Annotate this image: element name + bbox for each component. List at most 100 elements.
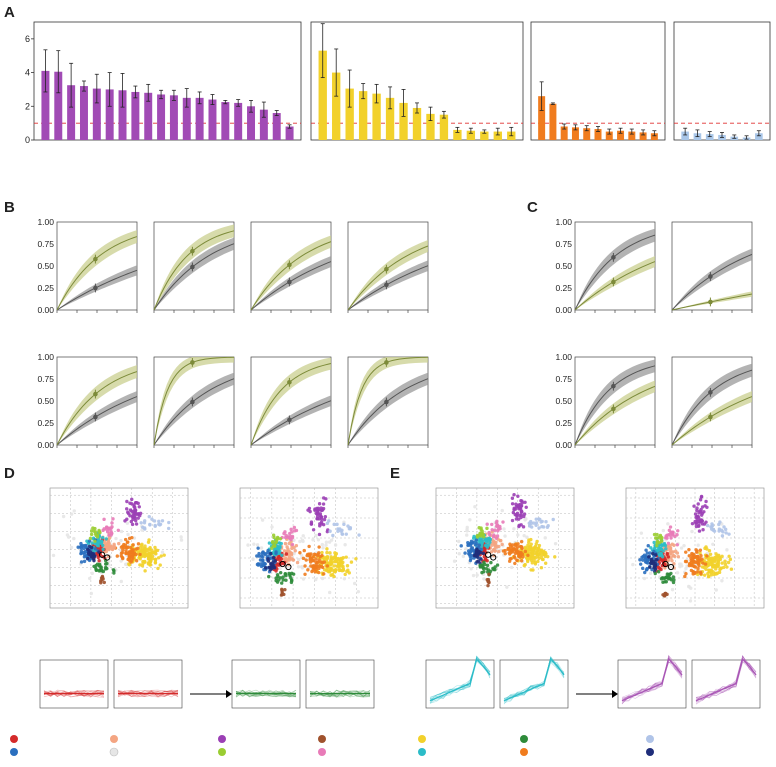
pca-protein-point [472,540,476,544]
pca-protein-point [266,548,270,553]
pca-protein-point [334,568,338,572]
pca-protein-point [307,506,312,511]
pca-protein-point [716,554,720,558]
pca-protein-point [311,558,316,563]
pca-protein-point [468,518,472,522]
pca-protein-point [695,508,699,513]
pca-protein-point [507,547,511,551]
pca-protein-point [644,568,649,572]
pca-protein-point [698,548,703,552]
pca-protein-point [295,560,300,565]
a-bar [272,113,281,140]
pca-protein-point [270,562,275,566]
pca-protein-point [669,556,673,560]
pca-protein-point [490,528,494,532]
pca-protein-point [156,566,160,571]
pca-protein-point [158,522,163,526]
pca-protein-point [320,576,325,581]
pca-protein-point [125,540,130,544]
kinetic-data-point-carf [93,256,98,262]
pca-protein-point [283,541,288,546]
pca-protein-point [476,559,481,563]
pca-protein-point [658,533,663,538]
pca-protein-point [539,548,544,552]
pca-protein-point [257,551,261,556]
pca-protein-point [134,518,138,523]
pca-protein-point [710,523,715,528]
pca-protein-point [284,578,288,582]
pca-protein-point [679,562,683,566]
pca-protein-point [345,564,350,568]
pca-protein-point [647,555,651,559]
pca-protein-point [661,528,666,533]
pca-protein-point [543,561,548,565]
pca-protein-point [112,545,116,550]
a-bar [493,131,502,140]
kinetic-data-point-normal [708,274,713,279]
pca-protein-point [457,551,461,556]
pca-protein-point [486,583,490,588]
pca-protein-point [290,542,295,547]
pca-highlighted-protein [485,551,492,558]
pca-protein-point [655,532,659,537]
pca-protein-point [666,541,671,546]
pca-protein-point [124,549,128,553]
kinetic-ci-band-carf [348,357,428,445]
pca-protein-point [478,540,483,544]
pca-protein-point [666,522,670,526]
a-bar [67,85,76,140]
profile-trace [429,655,491,698]
a-bar [234,102,243,140]
pca-protein-point [98,562,102,567]
pca-protein-point [698,520,702,524]
pca-protein-point [720,534,725,538]
a-bar [92,88,101,140]
pca-protein-point [322,568,327,572]
pca-protein-point [474,541,479,546]
pca-protein-point [644,548,648,552]
pca-protein-point [479,551,483,555]
pca-protein-point [690,521,695,526]
pca-protein-point [263,552,268,557]
pca-protein-point [315,517,320,521]
diff-loc-arrow-head [612,690,618,698]
pca-protein-point [475,535,480,539]
pca-protein-point [131,543,135,547]
pca-protein-point [512,527,516,531]
pca-protein-point [61,514,66,519]
kinetic-data-point-carf [190,248,195,254]
pca-protein-point [327,561,331,565]
pca-protein-point [296,565,301,569]
kinetic-y-tick-label: 1.00 [555,217,572,227]
pca-protein-point [703,562,708,566]
pca-protein-point [271,544,275,548]
pca-protein-point [670,558,674,563]
pca-protein-point [682,543,686,548]
pca-protein-point [341,564,345,569]
pca-protein-point [695,560,699,564]
pca-protein-point [720,561,724,565]
pca-protein-point [671,575,676,579]
pca-protein-point [543,536,547,540]
pca-protein-point [532,558,536,563]
pca-protein-point [129,545,133,550]
kinetic-data-point-carf [93,391,98,397]
pca-protein-point [140,542,144,547]
pca-protein-point [278,576,283,580]
pca-protein-point [690,529,694,534]
pca-protein-point [687,554,691,558]
kinetic-y-tick-label: 1.00 [555,352,572,362]
pca-protein-point [507,559,512,563]
kinetic-data-point-carf [287,262,292,268]
pca-protein-point [301,556,306,561]
profile-trace [117,690,179,698]
profile-trace [695,655,757,698]
pca-protein-point [125,499,129,504]
pca-protein-point [110,521,114,525]
pca-protein-point [452,559,457,563]
pca-protein-point [495,534,500,538]
pca-protein-point [147,538,151,542]
pca-protein-point [724,531,728,535]
pca-protein-point [259,546,264,550]
pca-protein-point [318,554,322,559]
